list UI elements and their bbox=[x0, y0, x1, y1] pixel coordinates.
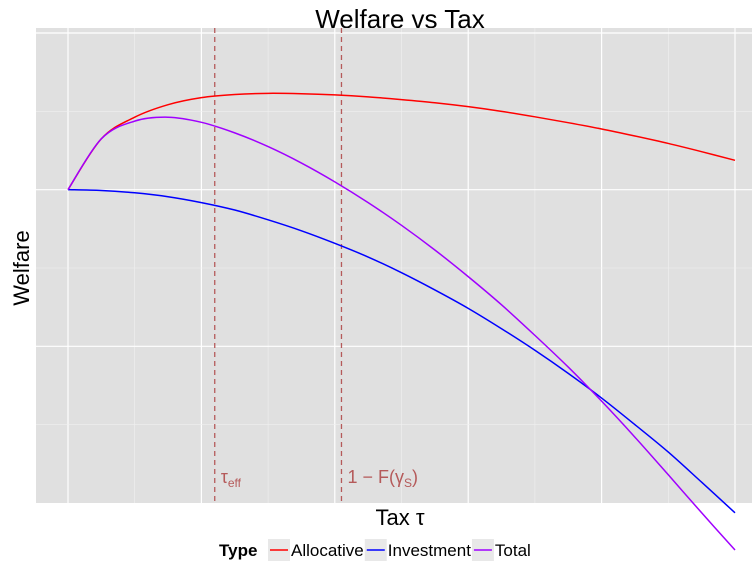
legend: Type Allocative Investment Total bbox=[219, 539, 531, 561]
series-line-investment bbox=[67, 188, 736, 514]
legend-title: Type bbox=[219, 541, 257, 560]
series-lines bbox=[67, 92, 736, 551]
legend-label-investment: Investment bbox=[388, 541, 471, 560]
grid-lines bbox=[36, 28, 752, 503]
vertical-line-label-0: τeff bbox=[221, 467, 242, 490]
x-axis-title: Tax τ bbox=[375, 505, 424, 530]
series-line-allocative bbox=[67, 92, 736, 191]
reference-lines: τeff 1 − F(γS) bbox=[214, 28, 418, 503]
legend-label-total: Total bbox=[495, 541, 531, 560]
series-line-total bbox=[67, 116, 736, 551]
y-axis-title: Welfare bbox=[9, 230, 34, 305]
vertical-line-label-1: 1 − F(γS) bbox=[347, 467, 418, 490]
plot-panel bbox=[36, 28, 752, 503]
legend-label-allocative: Allocative bbox=[291, 541, 364, 560]
